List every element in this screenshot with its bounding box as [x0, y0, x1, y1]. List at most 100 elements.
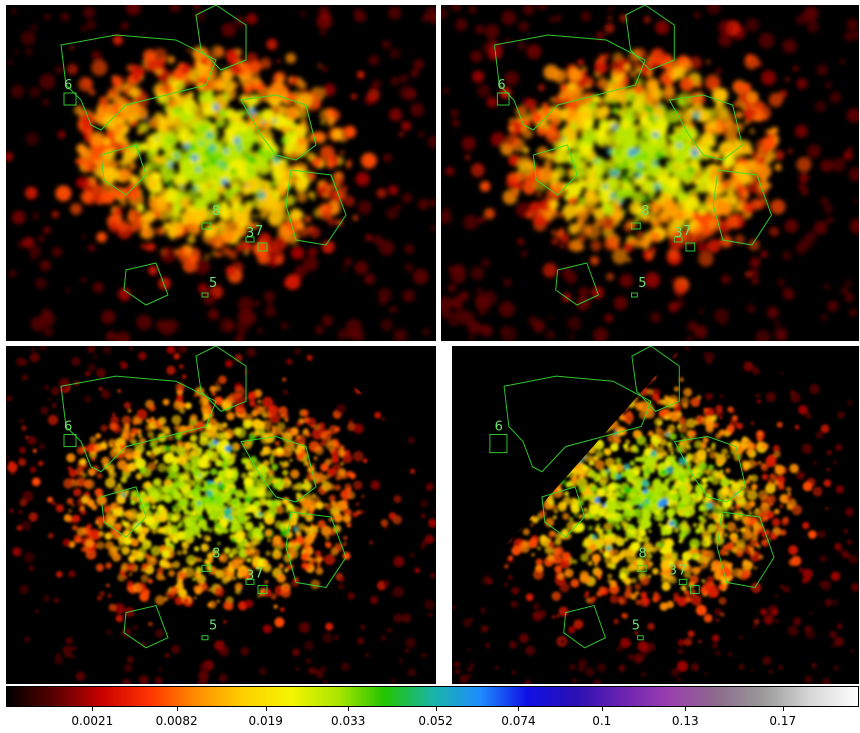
- light-blob: [700, 442, 707, 449]
- light-blob: [258, 667, 267, 676]
- light-blob: [520, 493, 525, 497]
- light-blob: [718, 33, 733, 47]
- light-peak: [248, 141, 253, 146]
- light-blob: [340, 462, 344, 466]
- light-blob: [707, 239, 721, 253]
- light-blob: [759, 105, 765, 111]
- light-blob: [117, 459, 128, 470]
- light-blob: [148, 132, 165, 149]
- light-blob: [29, 86, 41, 98]
- light-blob: [218, 375, 227, 385]
- light-blob: [529, 440, 536, 447]
- light-blob: [537, 5, 548, 11]
- light-blob: [82, 234, 87, 239]
- light-blob: [148, 621, 153, 627]
- light-blob: [192, 208, 208, 225]
- light-blob: [185, 467, 191, 472]
- light-blob: [401, 386, 406, 390]
- light-blob: [130, 427, 139, 435]
- light-blob: [543, 429, 554, 440]
- light-blob: [235, 528, 240, 533]
- light-blob: [270, 244, 278, 252]
- light-blob: [154, 676, 163, 684]
- light-blob: [419, 544, 425, 550]
- light-blob: [303, 256, 319, 272]
- light-blob: [819, 555, 827, 563]
- light-blob: [490, 132, 506, 147]
- light-blob: [283, 499, 288, 503]
- light-peak: [219, 109, 227, 118]
- light-blob: [209, 515, 215, 521]
- light-blob: [761, 70, 776, 86]
- light-blob: [607, 573, 613, 579]
- light-blob: [338, 583, 345, 590]
- light-peak: [218, 483, 226, 491]
- light-blob: [512, 410, 523, 420]
- light-blob: [145, 177, 159, 191]
- light-blob: [578, 144, 591, 157]
- light-blob: [677, 424, 682, 429]
- light-blob: [596, 133, 610, 148]
- light-blob: [342, 453, 353, 464]
- light-blob: [11, 8, 17, 14]
- light-blob: [637, 361, 642, 366]
- light-blob: [673, 230, 680, 237]
- light-blob: [572, 456, 578, 461]
- light-blob: [108, 547, 118, 558]
- light-blob: [541, 436, 545, 440]
- light-blob: [214, 396, 224, 406]
- light-peak: [224, 445, 232, 452]
- light-blob: [121, 627, 132, 638]
- light-blob: [722, 506, 729, 513]
- light-blob: [545, 152, 553, 160]
- light-blob: [187, 91, 194, 99]
- light-blob: [393, 586, 404, 598]
- light-blob: [594, 569, 603, 577]
- light-blob: [87, 346, 96, 353]
- light-blob: [120, 136, 129, 146]
- light-peak: [144, 502, 150, 507]
- light-blob: [426, 482, 434, 489]
- light-blob: [171, 415, 182, 425]
- light-blob: [40, 311, 55, 326]
- light-blob: [686, 335, 694, 341]
- light-blob: [592, 94, 601, 103]
- light-blob: [718, 597, 727, 605]
- light-blob: [421, 540, 428, 546]
- light-blob: [172, 560, 181, 569]
- light-peak: [208, 499, 214, 506]
- light-blob: [158, 667, 163, 672]
- light-blob: [361, 495, 365, 498]
- light-blob: [836, 623, 843, 630]
- light-blob: [559, 232, 570, 243]
- light-blob: [290, 246, 305, 260]
- light-blob: [315, 550, 322, 557]
- light-blob: [221, 576, 229, 584]
- light-blob: [651, 393, 660, 401]
- light-blob: [25, 435, 29, 439]
- light-blob: [543, 160, 552, 169]
- light-blob: [552, 515, 557, 520]
- light-blob: [727, 652, 733, 657]
- light-peak: [213, 104, 219, 111]
- light-blob: [265, 445, 271, 450]
- light-blob: [511, 586, 520, 595]
- light-blob: [608, 6, 613, 12]
- light-blob: [711, 476, 720, 485]
- light-blob: [623, 242, 633, 253]
- light-peak: [242, 453, 246, 456]
- light-blob: [517, 238, 525, 246]
- light-blob: [452, 545, 460, 554]
- light-blob: [702, 511, 708, 517]
- light-blob: [257, 252, 270, 265]
- light-blob: [38, 460, 44, 466]
- light-blob: [552, 489, 556, 493]
- light-blob: [467, 648, 472, 652]
- light-blob: [122, 521, 128, 527]
- light-blob: [28, 565, 35, 572]
- light-blob: [130, 118, 138, 127]
- light-blob: [12, 547, 22, 557]
- region-label: 7: [255, 224, 263, 239]
- light-blob: [632, 191, 645, 204]
- light-blob: [279, 461, 284, 466]
